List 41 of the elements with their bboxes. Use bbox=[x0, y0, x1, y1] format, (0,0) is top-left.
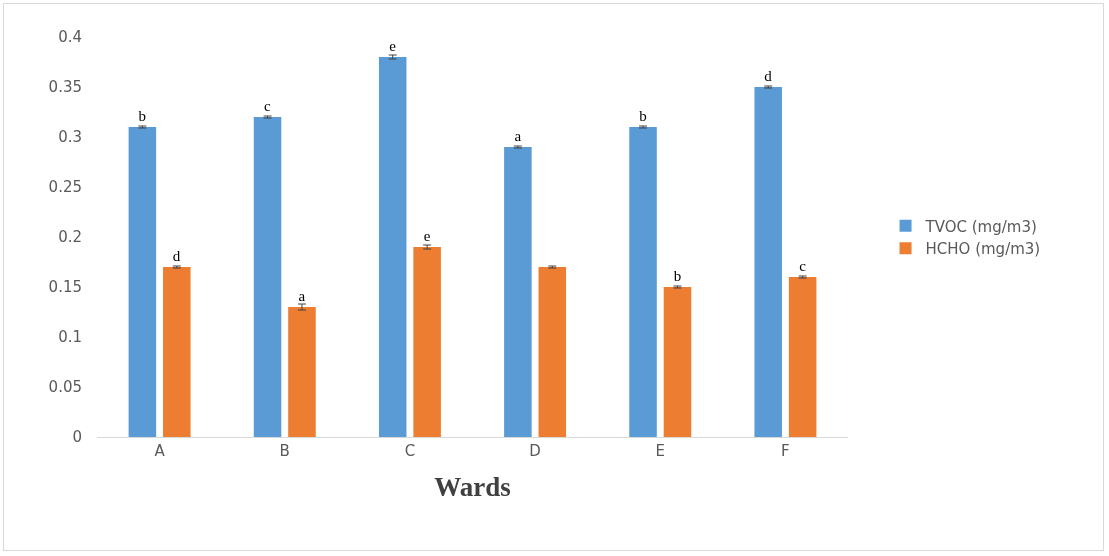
y-tick-label: 0.3 bbox=[58, 128, 82, 147]
y-tick-label: 0.05 bbox=[48, 378, 82, 397]
x-tick-label: B bbox=[279, 442, 290, 460]
data-label: a bbox=[298, 288, 306, 304]
y-tick-label: 0 bbox=[72, 428, 82, 447]
data-label: a bbox=[514, 128, 522, 144]
data-label: c bbox=[264, 98, 272, 114]
data-label: e bbox=[423, 228, 431, 244]
bar bbox=[754, 87, 782, 437]
x-tick-label: E bbox=[655, 442, 665, 460]
data-label: c bbox=[799, 258, 807, 274]
y-tick-label: 0.4 bbox=[58, 28, 82, 47]
x-tick-label: D bbox=[529, 442, 541, 460]
bar bbox=[288, 307, 316, 437]
bar bbox=[629, 127, 657, 437]
data-label: d bbox=[764, 68, 773, 84]
bar bbox=[128, 127, 157, 437]
legend-label: TVOC (mg/m3) bbox=[924, 217, 1037, 236]
x-tick-label: C bbox=[404, 442, 416, 460]
data-label: b bbox=[138, 108, 147, 124]
x-tick-label: F bbox=[781, 442, 790, 460]
bar bbox=[538, 267, 567, 437]
legend-label: HCHO (mg/m3) bbox=[925, 240, 1041, 259]
bar bbox=[413, 247, 441, 437]
x-axis-title: Wards bbox=[434, 472, 511, 503]
y-tick-label: 0.25 bbox=[48, 178, 82, 197]
bar bbox=[788, 277, 817, 437]
x-tick-label: A bbox=[154, 442, 166, 460]
y-tick-label: 0.15 bbox=[48, 278, 82, 297]
bar bbox=[163, 267, 191, 437]
bar bbox=[253, 117, 282, 437]
y-tick-label: 0.1 bbox=[58, 328, 82, 347]
data-label: d bbox=[172, 248, 181, 264]
bar bbox=[663, 287, 692, 437]
data-label: b bbox=[673, 268, 682, 284]
data-label: b bbox=[639, 108, 647, 124]
data-label: e bbox=[389, 38, 397, 54]
y-tick-label: 0.2 bbox=[58, 228, 82, 247]
y-tick-label: 0.35 bbox=[48, 78, 82, 97]
bar bbox=[504, 147, 532, 437]
bar bbox=[378, 57, 407, 437]
